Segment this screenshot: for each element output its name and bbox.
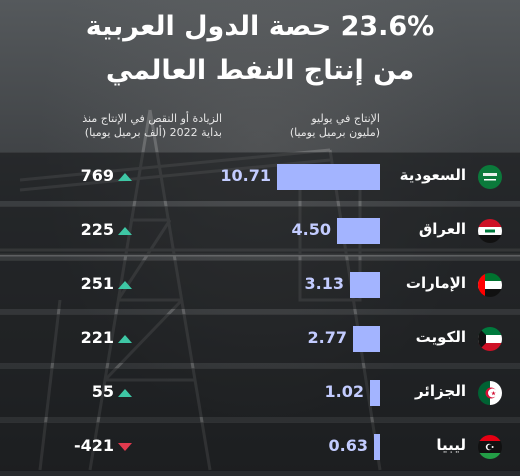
production-bar [370, 380, 380, 406]
production-bar [350, 272, 380, 298]
production-value-label: 0.63 [328, 436, 368, 455]
chart-row: ليبيا 0.63 -421 [0, 422, 520, 471]
increase-arrow-icon [118, 173, 132, 181]
decrease-arrow-icon [118, 443, 132, 451]
change-header-line-1: الزيادة أو النقص في الإنتاج منذ [82, 112, 222, 125]
production-header: الإنتاج في يوليو (مليون برميل يوميا) [200, 112, 380, 140]
chart-row: العراق 4.50 225 [0, 206, 520, 255]
country-label: الكويت [415, 328, 466, 346]
chart-row: الإمارات 3.13 251 [0, 260, 520, 309]
chart-title-line-1: 23.6% حصة الدول العربية [85, 11, 435, 42]
change-value-label: 769 [80, 166, 114, 185]
increase-arrow-icon [118, 335, 132, 343]
production-bar [277, 164, 380, 190]
change-value-label: 55 [91, 382, 114, 401]
production-value-label: 4.50 [291, 220, 331, 239]
production-bar [337, 218, 380, 244]
country-label: السعودية [399, 166, 466, 184]
production-value-label: 10.71 [220, 166, 271, 185]
change-value-label: 221 [80, 328, 114, 347]
change-header: الزيادة أو النقص في الإنتاج منذ بداية 20… [12, 112, 222, 140]
uae-flag-icon [478, 273, 502, 297]
country-label: الجزائر [414, 382, 466, 400]
production-header-line-2: (مليون برميل يوميا) [289, 126, 380, 139]
chart-row: الجزائر 1.02 55 [0, 368, 520, 417]
change-header-line-2: بداية 2022 (ألف برميل يوميا) [84, 126, 222, 139]
change-value-label: -421 [73, 436, 114, 455]
iraq-flag-icon [478, 219, 502, 243]
increase-arrow-icon [118, 227, 132, 235]
production-value-label: 1.02 [324, 382, 364, 401]
production-value-label: 2.77 [307, 328, 347, 347]
kuwait-flag-icon [478, 327, 502, 351]
production-header-line-1: الإنتاج في يوليو [311, 112, 380, 125]
production-bar [374, 434, 380, 460]
country-label: الإمارات [405, 274, 466, 292]
increase-arrow-icon [118, 389, 132, 397]
algeria-flag-icon [478, 381, 502, 405]
production-value-label: 3.13 [304, 274, 344, 293]
change-value-label: 251 [80, 274, 114, 293]
chart-row: الكويت 2.77 221 [0, 314, 520, 363]
increase-arrow-icon [118, 281, 132, 289]
country-label: العراق [418, 220, 466, 238]
chart-title-line-2: من إنتاج النفط العالمي [105, 55, 415, 86]
production-bar [353, 326, 380, 352]
saudi-arabia-flag-icon [478, 165, 502, 189]
libya-flag-icon [478, 435, 502, 459]
country-label: ليبيا [436, 436, 466, 454]
change-value-label: 225 [80, 220, 114, 239]
chart-row: السعودية 10.71 769 [0, 152, 520, 201]
